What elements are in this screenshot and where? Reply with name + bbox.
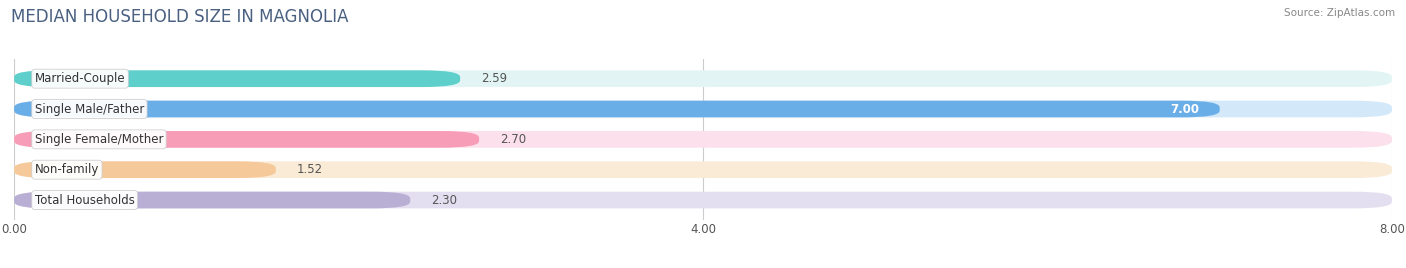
FancyBboxPatch shape (14, 131, 479, 148)
FancyBboxPatch shape (14, 70, 1392, 87)
Text: MEDIAN HOUSEHOLD SIZE IN MAGNOLIA: MEDIAN HOUSEHOLD SIZE IN MAGNOLIA (11, 8, 349, 26)
Text: 7.00: 7.00 (1170, 103, 1199, 116)
FancyBboxPatch shape (14, 192, 411, 209)
Text: Married-Couple: Married-Couple (35, 72, 125, 85)
Text: 1.52: 1.52 (297, 163, 322, 176)
Text: 2.59: 2.59 (481, 72, 508, 85)
Text: Single Male/Father: Single Male/Father (35, 103, 143, 116)
Text: 2.30: 2.30 (430, 193, 457, 207)
Text: Non-family: Non-family (35, 163, 98, 176)
Text: Total Households: Total Households (35, 193, 135, 207)
FancyBboxPatch shape (14, 161, 1392, 178)
FancyBboxPatch shape (14, 161, 276, 178)
FancyBboxPatch shape (14, 101, 1219, 117)
FancyBboxPatch shape (14, 131, 1392, 148)
Text: Single Female/Mother: Single Female/Mother (35, 133, 163, 146)
FancyBboxPatch shape (14, 101, 1392, 117)
Text: 2.70: 2.70 (499, 133, 526, 146)
FancyBboxPatch shape (14, 70, 460, 87)
Text: Source: ZipAtlas.com: Source: ZipAtlas.com (1284, 8, 1395, 18)
FancyBboxPatch shape (14, 192, 1392, 209)
